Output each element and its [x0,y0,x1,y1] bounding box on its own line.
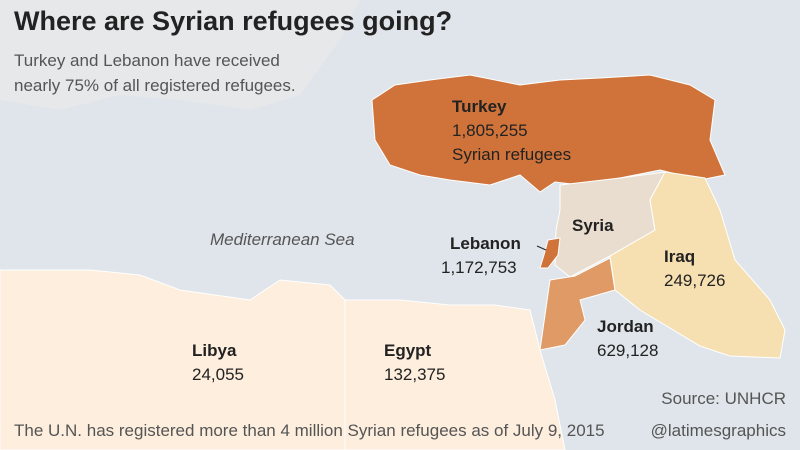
subtitle: nearly 75% of all registered refugees. [14,76,296,95]
title: Where are Syrian refugees going? [14,6,452,36]
jordan-shape [539,257,616,351]
subtitle: Turkey and Lebanon have received [14,51,280,70]
libya-shape [0,269,346,450]
lebanon-shape [539,237,561,269]
refugee-unit: Syrian refugees [452,145,571,164]
leader-line [536,245,547,251]
country-name: Iraq [664,247,695,266]
egypt-shape [344,299,566,450]
land [0,0,360,110]
refugee-count: 249,726 [664,271,725,290]
footnote: The U.N. has registered more than 4 mill… [14,421,605,440]
sea-label: Mediterranean Sea [210,230,355,249]
refugee-count: 1,805,255 [452,121,528,140]
refugee-count: 1,172,753 [441,258,517,277]
country-name: Syria [572,216,614,235]
country-name: Egypt [384,341,432,360]
country-name: Jordan [597,317,654,336]
country-name: Turkey [452,97,507,116]
refugee-count: 132,375 [384,365,445,384]
iraq-shape [609,171,786,359]
country-name: Lebanon [450,234,521,253]
credit: @latimesgraphics [651,421,786,440]
refugee-count: 24,055 [192,365,244,384]
source: Source: UNHCR [661,389,786,408]
country-name: Libya [192,341,237,360]
refugee-count: 629,128 [597,341,658,360]
